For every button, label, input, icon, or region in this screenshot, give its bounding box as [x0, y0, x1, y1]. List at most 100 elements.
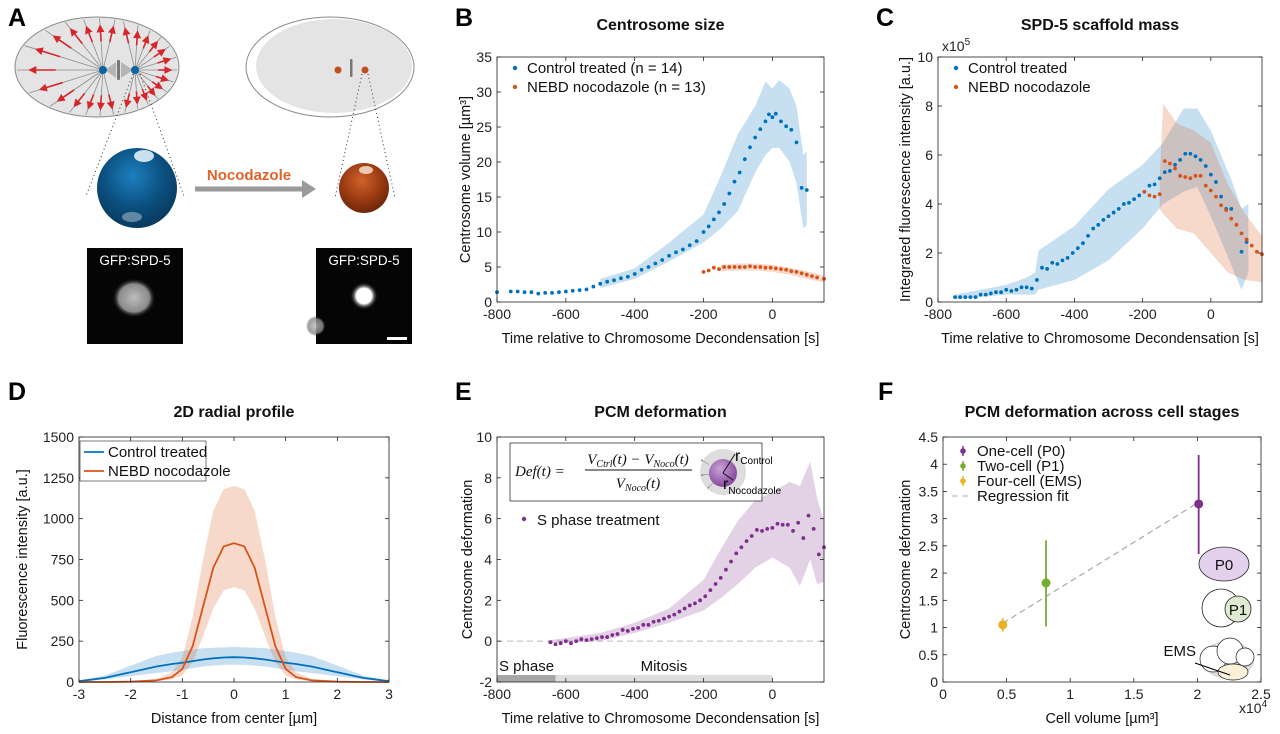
micrograph-label: GFP:SPD-5 [99, 253, 170, 268]
data-point [1137, 193, 1142, 198]
legend-label: Regression fit [977, 488, 1070, 505]
data-point [815, 275, 820, 280]
data-point [994, 290, 998, 295]
data-point [639, 267, 644, 272]
y-tick-label: 1000 [43, 511, 74, 527]
data-point [1004, 287, 1009, 292]
data-point [632, 272, 637, 276]
chart-title: Centrosome size [596, 17, 724, 34]
formula-part: (t) [646, 476, 660, 492]
legend-label: NEBD nocodazole (n = 13) [527, 79, 706, 96]
x-tick-label: -600 [552, 686, 580, 702]
data-point [722, 265, 727, 269]
legend-label: Two-cell (P1) [977, 458, 1065, 475]
panel-letter-e: E [455, 378, 472, 406]
data-point [698, 598, 702, 603]
chart-title: SPD-5 scaffold mass [1021, 17, 1179, 34]
x-tick-label: 0 [768, 306, 776, 322]
x-tick-label: -200 [1129, 306, 1157, 322]
data-point [1101, 218, 1106, 222]
data-point [706, 268, 711, 273]
data-point [1024, 285, 1029, 290]
chart-title: PCM deformation [594, 404, 726, 421]
data-point [732, 265, 737, 269]
y-tick-label: 8 [925, 98, 933, 114]
data-point [600, 635, 604, 639]
data-point [1208, 188, 1213, 193]
data-point [1060, 258, 1065, 263]
y-tick-label: 10 [476, 224, 492, 240]
chromosomes [117, 60, 120, 80]
y-tick-label: 6 [484, 511, 492, 527]
data-point [784, 267, 789, 272]
y-tick-label: 3.5 [919, 483, 939, 499]
data-point [953, 295, 957, 299]
micrograph-label: GFP:SPD-5 [328, 253, 399, 268]
data-point [1040, 265, 1044, 270]
data-point [605, 279, 610, 284]
data-point [653, 261, 658, 266]
data-point [1086, 233, 1090, 238]
data-point [742, 265, 747, 269]
data-point [1111, 210, 1116, 215]
data-point [1239, 231, 1244, 236]
y-tick-label: 0 [925, 294, 933, 310]
axes-box [496, 56, 825, 303]
phase-label: Mitosis [641, 658, 688, 675]
legend-marker [521, 516, 527, 522]
force-arrow-icon [107, 25, 116, 43]
y-tick-label: 6 [925, 147, 933, 163]
panel-letter-f: F [878, 378, 893, 406]
data-point [693, 601, 697, 606]
data-point [760, 529, 764, 533]
force-arrow-icon [52, 35, 72, 49]
legend-box [79, 440, 207, 482]
y-tick-label: 1.5 [919, 592, 939, 608]
force-arrow-icon [96, 95, 105, 111]
ems-label: EMS [1163, 643, 1196, 660]
data-point [780, 522, 785, 527]
data-point [1081, 241, 1085, 246]
data-point [1214, 194, 1218, 199]
panel-letter-a: A [8, 4, 26, 32]
expansion-arrow-icon [700, 473, 710, 477]
panel-b: B Centrosome size -800 -600 -400 -200 0 0 5 10 15 2… [455, 4, 826, 347]
expansion-arrow-icon [707, 482, 714, 489]
x-tick-label: 0.5 [997, 686, 1017, 702]
text-span: 4 [1262, 699, 1268, 710]
confidence-band [79, 646, 389, 682]
data-point [773, 111, 778, 116]
data-point [598, 281, 603, 286]
x-tick-label: -200 [690, 686, 718, 702]
data-point [763, 265, 768, 270]
data-point [773, 266, 778, 271]
legend-marker [960, 478, 966, 484]
x-axis-label: Time relative to Chromosome Decondensati… [502, 331, 820, 347]
data-point [768, 265, 773, 270]
data-point [775, 521, 780, 526]
control-centrosome-sphere [97, 148, 177, 228]
y-tick-label: 4 [925, 196, 933, 212]
data-point [998, 620, 1008, 630]
formula-part: Noco [652, 459, 674, 470]
data-point [737, 265, 742, 269]
data-point [574, 639, 579, 644]
panel-a: A Nocodazole [8, 4, 415, 344]
y-tick-label: 0 [484, 633, 492, 649]
data-point [529, 290, 534, 295]
data-point [1116, 207, 1121, 211]
formula-lhs: Def(t) = [514, 464, 565, 480]
data-point [625, 629, 630, 633]
data-point [1045, 267, 1050, 271]
data-point [515, 289, 520, 294]
data-point [717, 210, 721, 215]
x-tick-label: 0 [768, 686, 776, 702]
confidence-band [955, 108, 1249, 300]
data-point [753, 265, 758, 269]
data-point [1075, 246, 1080, 251]
x-axis-label: Time relative to Chromosome Decondensati… [502, 711, 820, 727]
y-tick-label: 0.5 [919, 647, 939, 663]
panel-f: F PCM deformation across cell stages P0 P1 E… [878, 378, 1271, 727]
x-tick-label: 2 [333, 686, 341, 702]
